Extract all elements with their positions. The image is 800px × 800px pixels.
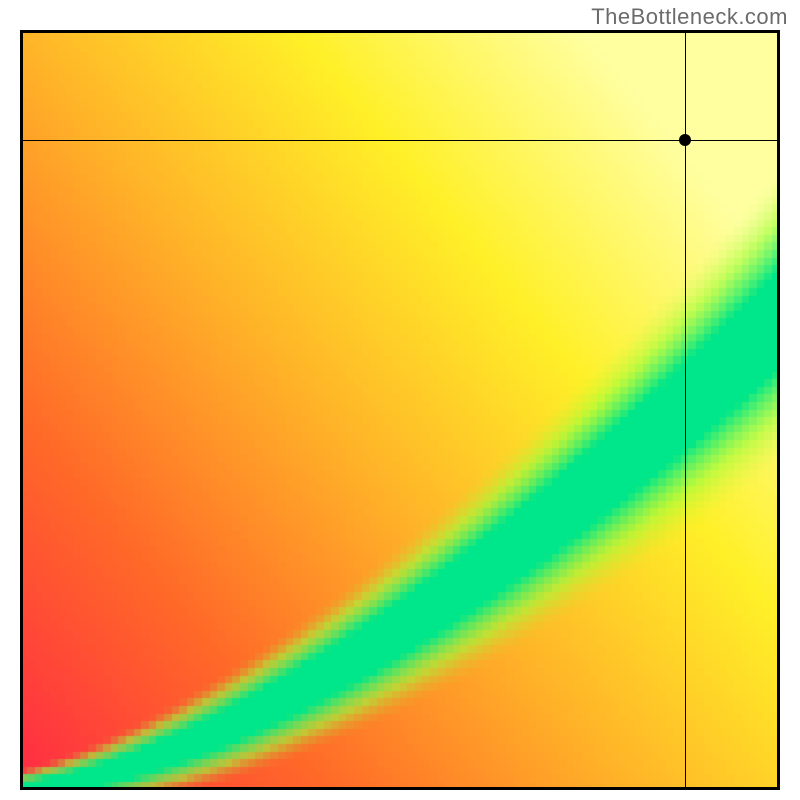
chart-container: TheBottleneck.com bbox=[0, 0, 800, 800]
bottleneck-heatmap bbox=[20, 30, 780, 790]
watermark-text: TheBottleneck.com bbox=[591, 4, 788, 30]
crosshair-horizontal bbox=[20, 140, 780, 141]
